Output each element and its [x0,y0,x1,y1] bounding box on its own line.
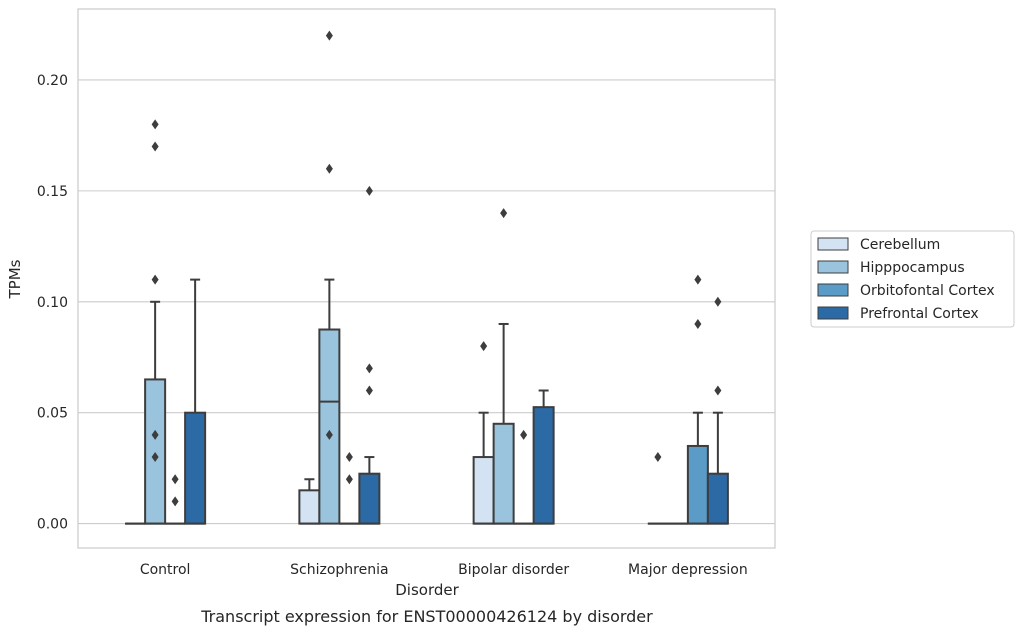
box-prefrontal-cortex [358,456,381,525]
box-iqr [184,411,207,525]
outlier-point [325,163,333,174]
outlier-points [151,30,722,507]
box-iqr [358,472,381,525]
outlier-point [151,141,159,152]
outlier-point [151,452,159,463]
box-hipppocampus [318,278,341,525]
legend-frame [810,230,1015,328]
box-iqr [492,422,515,525]
box-iqr [298,489,321,525]
box-iqr [318,328,341,525]
legend-swatch [817,260,849,274]
outlier-point [345,474,353,485]
legend-swatch [817,237,849,251]
legend-label: Cerebellum [860,237,940,253]
box-iqr [706,472,729,525]
x-tick-label: Major depression [628,562,748,578]
outlier-point [694,318,702,329]
outlier-point [714,296,722,307]
outlier-point [151,429,159,440]
figure-caption: Transcript expression for ENST0000042612… [200,607,653,626]
box-iqr [686,444,709,525]
outlier-point [654,452,662,463]
outlier-point [694,274,702,285]
y-axis-label: TPMs [6,259,24,299]
x-tick-label: Schizophrenia [290,562,388,578]
box-hipppocampus [144,300,167,525]
outlier-point [171,496,179,507]
box-prefrontal-cortex [706,411,729,525]
y-tick-label: 0.20 [37,73,68,89]
legend-label: Prefrontal Cortex [860,306,979,322]
outlier-point [365,363,373,374]
y-axis-ticks: 0.00 0.05 0.10 0.15 0.20 [37,73,68,533]
outlier-point [365,385,373,396]
y-tick-label: 0.10 [37,295,68,311]
box-iqr [472,456,495,525]
legend-label: Hipppocampus [860,260,965,276]
box-orbitofontal-cortex [686,411,709,525]
outlier-point [151,274,159,285]
box-groups [125,278,729,525]
box-prefrontal-cortex [184,278,207,525]
outlier-point [345,452,353,463]
outlier-point [171,474,179,485]
y-tick-label: 0.00 [37,517,68,533]
y-tick-label: 0.15 [37,184,68,200]
box-cerebellum [472,411,495,525]
outlier-point [500,208,508,219]
legend-swatch [817,283,849,297]
x-tick-label: Control [140,562,191,578]
outlier-point [325,429,333,440]
legend-swatch [817,306,849,320]
outlier-point [365,185,373,196]
box-prefrontal-cortex [532,389,555,525]
x-axis-ticks: Control Schizophrenia Bipolar disorder Majo… [140,562,748,578]
legend-label: Orbitofontal Cortex [860,283,995,299]
box-hipppocampus [492,322,515,525]
x-tick-label: Bipolar disorder [458,562,569,578]
outlier-point [714,385,722,396]
outlier-point [520,429,528,440]
outlier-point [151,119,159,130]
y-tick-label: 0.05 [37,406,68,422]
box-iqr [532,406,555,525]
outlier-point [480,341,488,352]
x-axis-label: Disorder [395,581,459,599]
box-iqr [144,378,167,525]
legend: Cerebellum Hipppocampus Orbitofontal Corte… [810,230,1015,328]
outlier-point [325,30,333,41]
plot-frame [77,8,776,549]
